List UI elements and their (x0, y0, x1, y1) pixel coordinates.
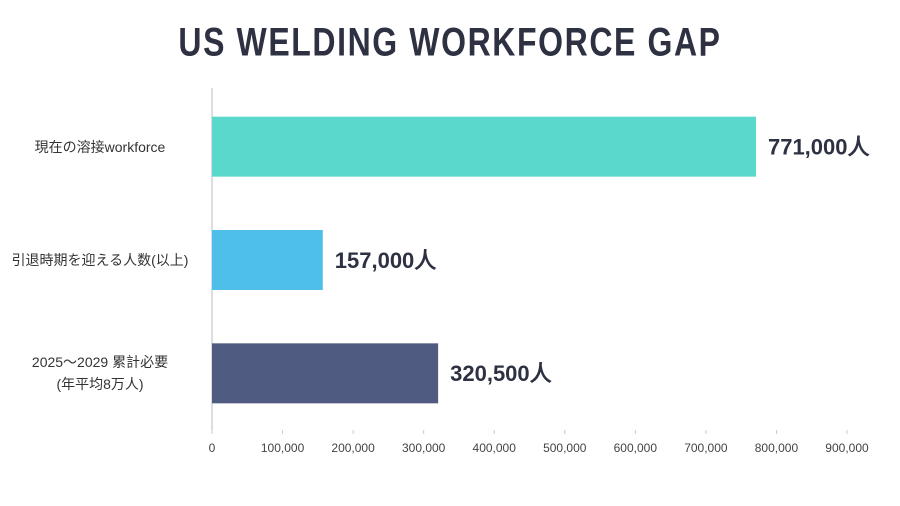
bar (212, 116, 756, 177)
x-tick-label: 0 (209, 441, 216, 455)
chart-title: US WELDING WORKFORCE GAP (178, 19, 721, 64)
x-tick-label: 200,000 (331, 441, 375, 455)
x-tick-label: 900,000 (825, 441, 869, 455)
x-tick-label: 400,000 (473, 441, 517, 455)
y-tick-label: 引退時期を迎える人数(以上) (11, 252, 189, 268)
bar (212, 343, 439, 404)
bar (212, 230, 323, 290)
value-label: 157,000人 (335, 248, 437, 273)
x-tick-label: 100,000 (261, 441, 305, 455)
y-tick-label: 2025～2029 累計必要 (年平均8万人) (31, 354, 169, 393)
value-label: 771,000人 (768, 134, 870, 159)
x-tick-label: 500,000 (543, 441, 587, 455)
x-tick-label: 700,000 (684, 441, 728, 455)
x-tick-label: 300,000 (402, 441, 446, 455)
y-tick-label: 現在の溶接workforce (34, 138, 166, 155)
x-tick-label: 800,000 (755, 441, 799, 455)
value-label: 320,500人 (450, 361, 552, 386)
x-tick-label: 600,000 (614, 441, 658, 455)
